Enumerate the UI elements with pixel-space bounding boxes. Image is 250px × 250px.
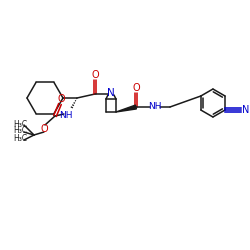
Text: O: O [132,83,140,93]
Text: O: O [40,124,48,134]
Text: O: O [57,94,65,104]
Text: H₃C: H₃C [13,126,27,136]
Text: O: O [91,70,99,80]
Text: NH: NH [59,110,73,120]
Text: N: N [107,88,115,98]
Polygon shape [116,105,136,112]
Text: H₃C: H₃C [13,134,27,143]
Text: H₃C: H₃C [13,120,27,128]
Text: N: N [242,105,250,115]
Text: NH: NH [148,102,162,110]
